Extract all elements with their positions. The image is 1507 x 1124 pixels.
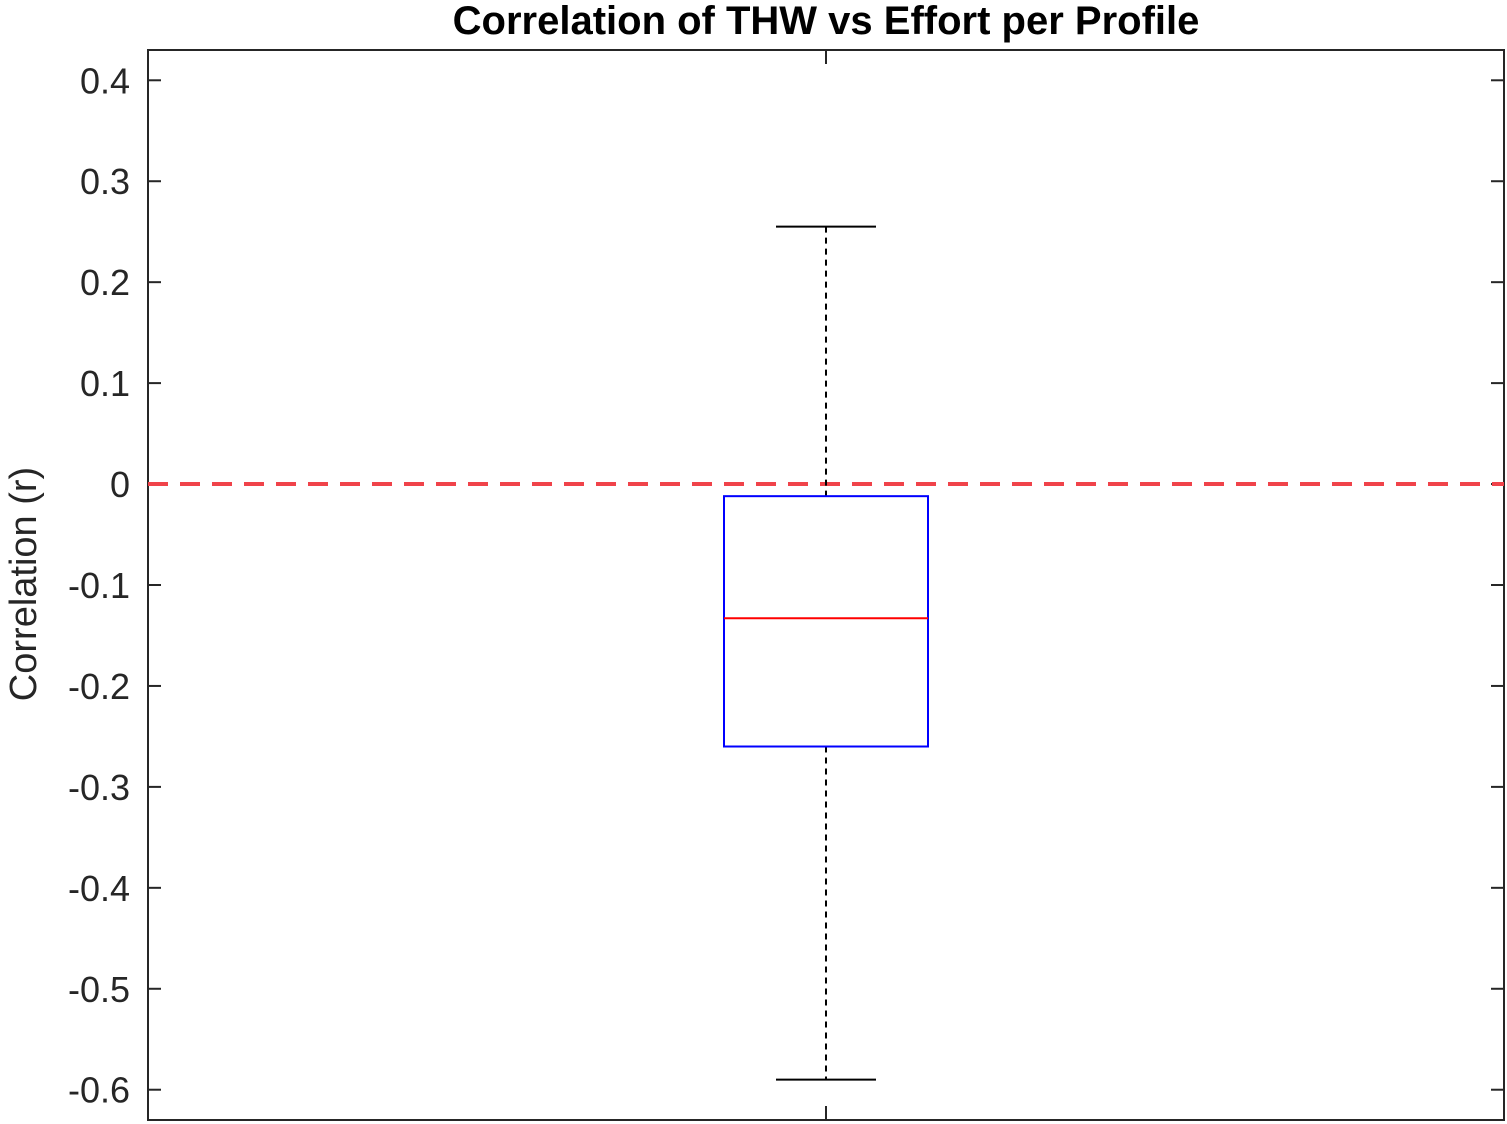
y-tick-label: -0.1 (68, 565, 130, 606)
y-tick-label: 0.1 (80, 363, 130, 404)
y-tick-label: -0.4 (68, 868, 130, 909)
y-tick-label: -0.6 (68, 1070, 130, 1111)
y-tick-label: 0 (110, 464, 130, 505)
y-axis-label: Correlation (r) (3, 467, 45, 701)
y-axis-ticks: 0.4 0.3 0.2 0.1 0 -0.1 -0.2 -0.3 -0.4 -0.5 -0.6 (68, 60, 1504, 1111)
chart-title: Correlation of THW vs Effort per Profile (453, 0, 1200, 43)
y-tick-label: -0.3 (68, 767, 130, 808)
y-tick-label: 0.4 (80, 60, 130, 101)
y-tick-label: -0.2 (68, 666, 130, 707)
interquartile-box (723, 495, 929, 748)
box-group (723, 225, 929, 1081)
y-tick-label: 0.2 (80, 262, 130, 303)
y-tick-label: -0.5 (68, 969, 130, 1010)
y-tick-label: 0.3 (80, 161, 130, 202)
